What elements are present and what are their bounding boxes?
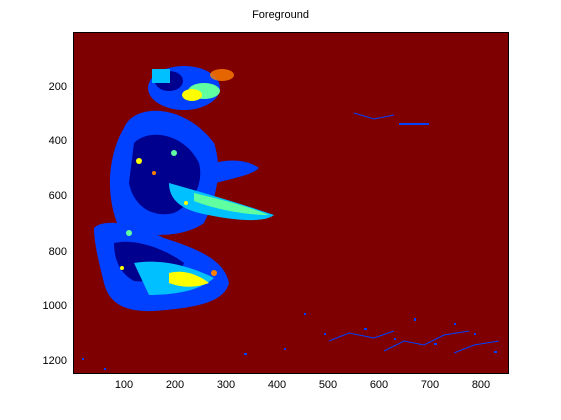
x-tick-label: 300 <box>206 379 246 391</box>
x-tick-label: 700 <box>410 379 450 391</box>
noise-cracks <box>329 113 499 353</box>
y-tick-label: 400 <box>27 135 67 147</box>
foreground-silhouette <box>94 66 274 311</box>
y-tick-label: 800 <box>27 246 67 258</box>
x-tick-label: 200 <box>155 379 195 391</box>
x-tick-label: 600 <box>359 379 399 391</box>
y-tick-label: 1000 <box>27 300 67 312</box>
figure-title: Foreground <box>0 9 561 21</box>
y-tick-label: 200 <box>27 81 67 93</box>
x-tick-label: 100 <box>104 379 144 391</box>
foreground-image <box>74 33 509 374</box>
y-tick-label: 1200 <box>27 355 67 367</box>
x-tick-label: 800 <box>461 379 501 391</box>
y-tick-label: 600 <box>27 190 67 202</box>
x-tick-label: 400 <box>257 379 297 391</box>
plot-area <box>73 32 509 374</box>
x-tick-label: 500 <box>308 379 348 391</box>
